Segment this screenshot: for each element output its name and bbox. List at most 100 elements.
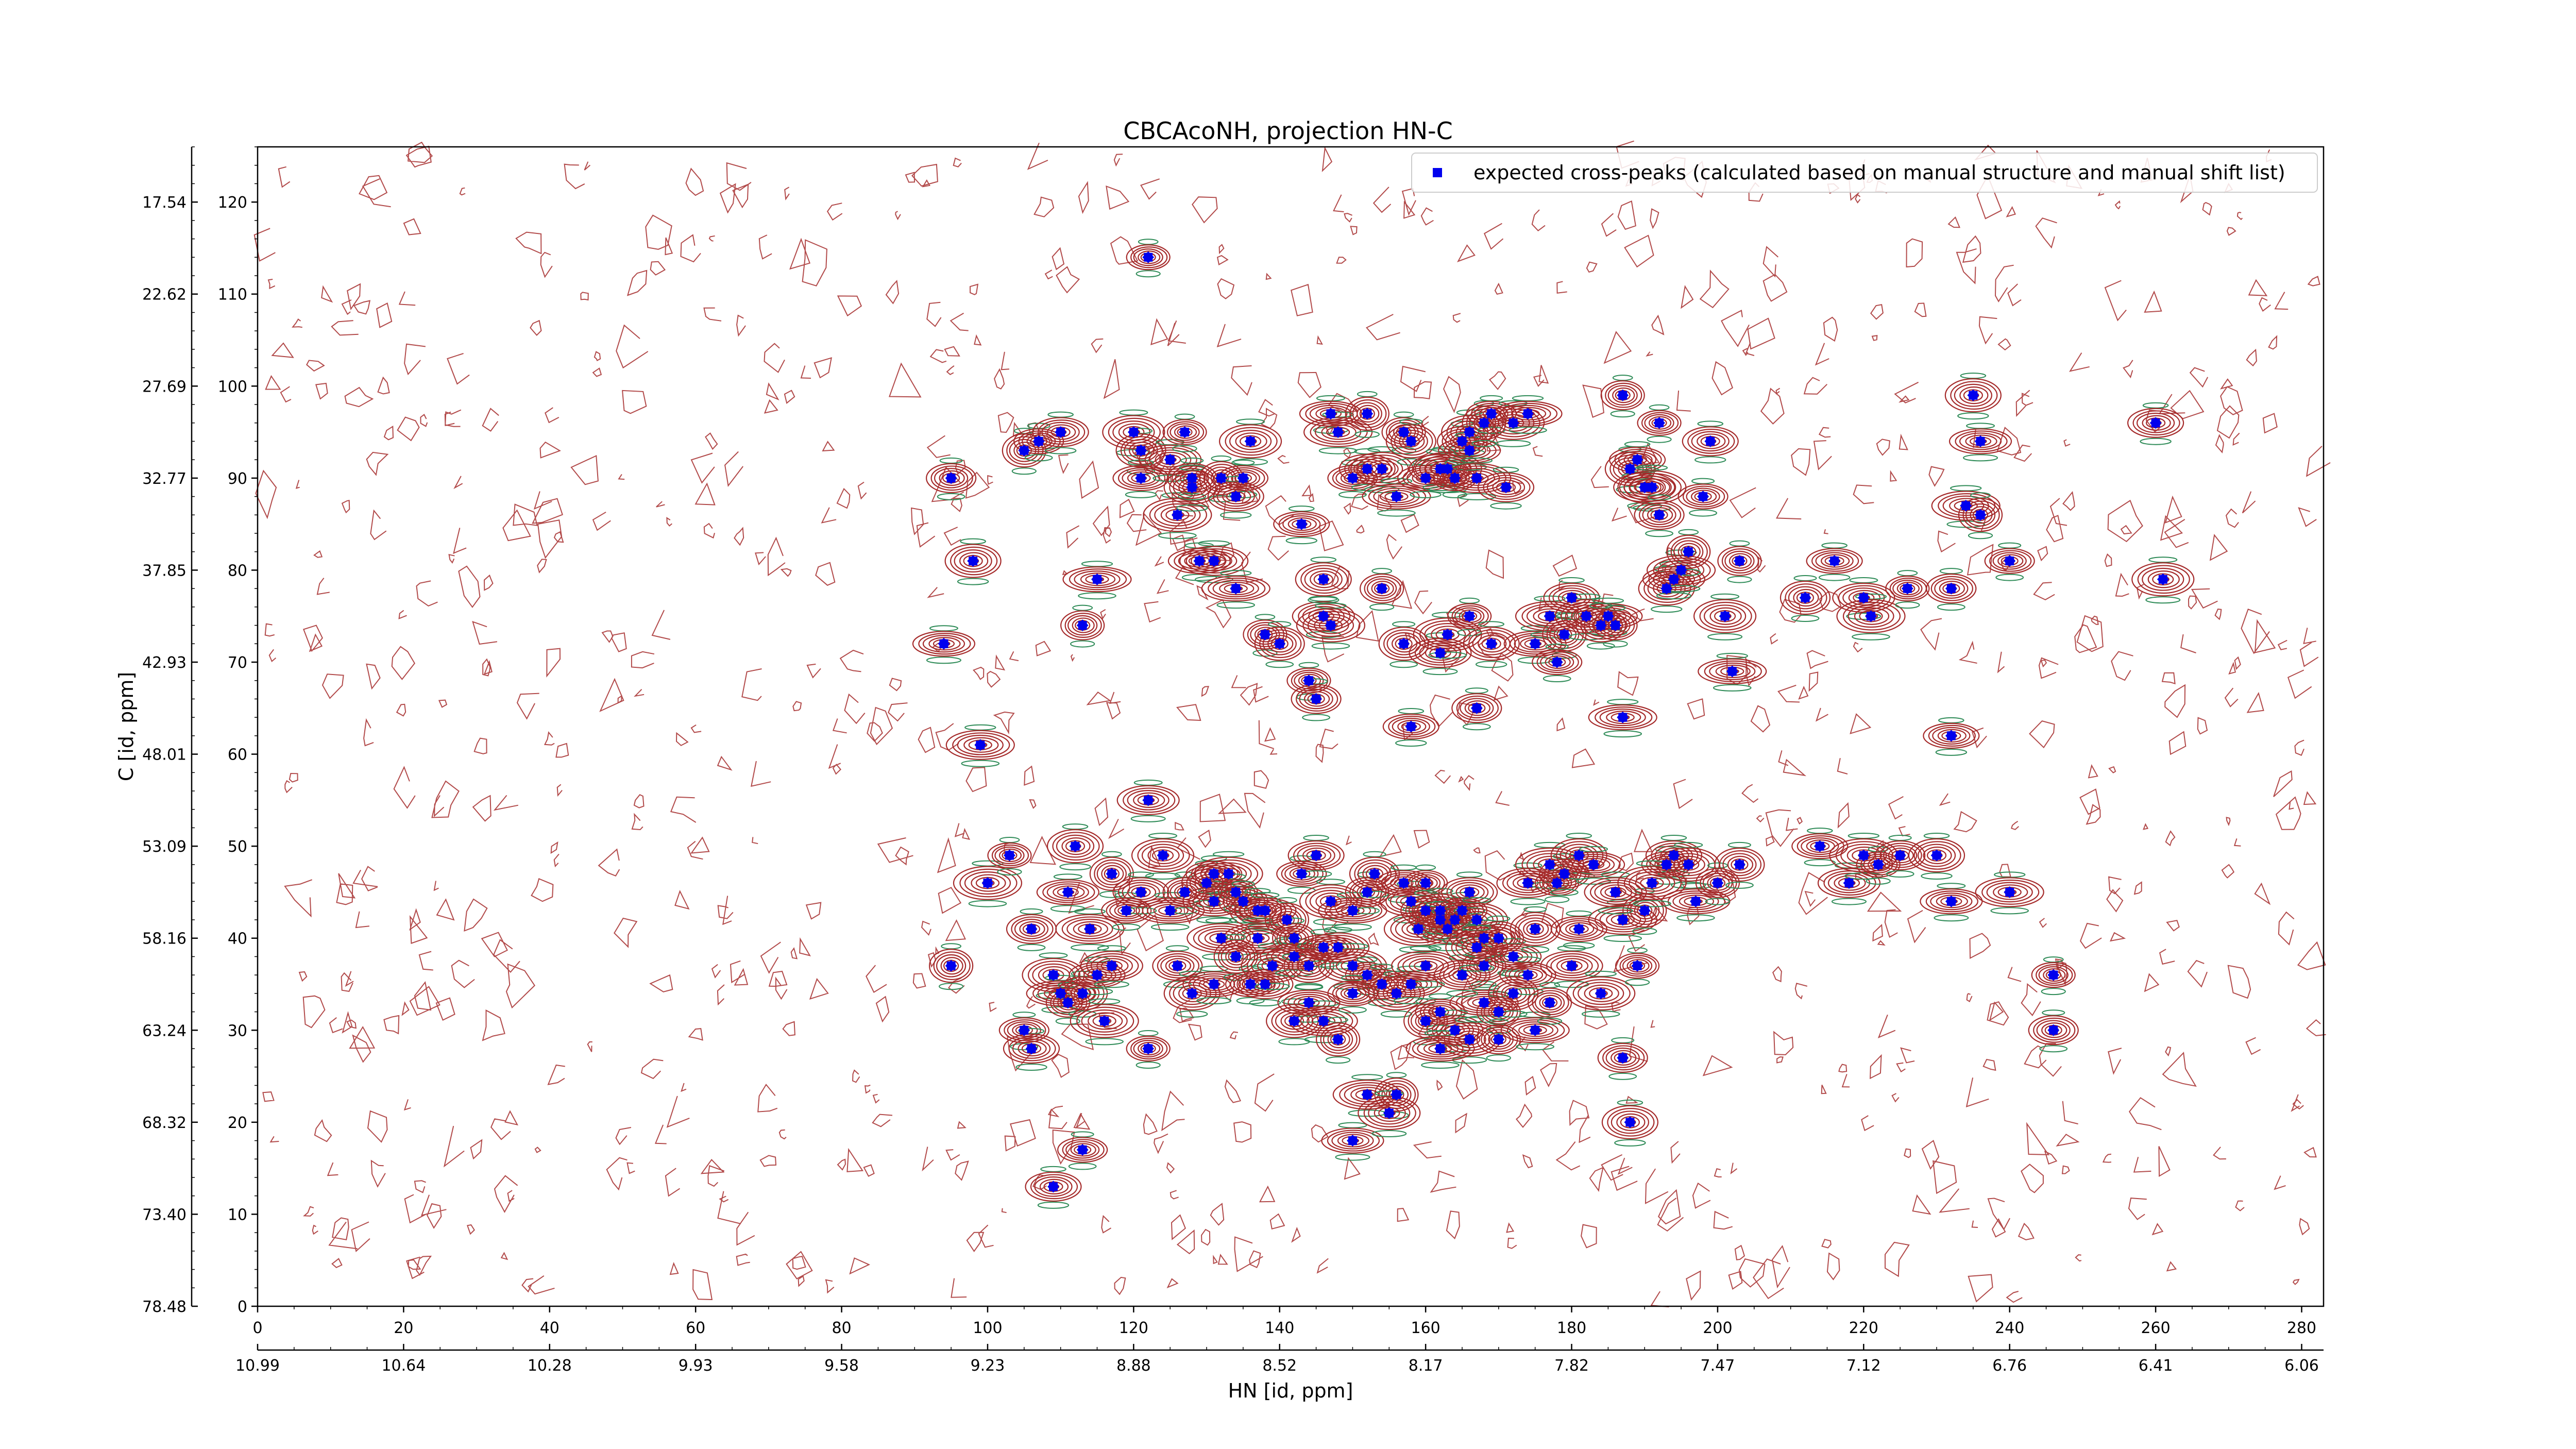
peak-point: [1346, 1135, 1359, 1147]
y-tick-label: 100: [218, 378, 247, 396]
peak-point: [1106, 959, 1118, 972]
negative-contour: [1963, 454, 1998, 462]
peak-point: [1361, 886, 1374, 898]
peak-point: [1894, 849, 1906, 862]
x-ppm-tick-label: 9.23: [971, 1357, 1005, 1375]
peak-point: [1142, 794, 1155, 806]
negative-contour: [1136, 1062, 1161, 1069]
x-tick-label: 220: [1849, 1319, 1878, 1337]
x-tick-label: 260: [2141, 1319, 2170, 1337]
peak-point: [1602, 610, 1614, 622]
peak-point: [1449, 472, 1461, 484]
peak-point: [1171, 509, 1183, 521]
negative-contour: [1338, 491, 1367, 498]
peak-point: [1361, 463, 1374, 475]
negative-contour: [1895, 601, 1920, 609]
peak-contour: [1362, 483, 1431, 510]
negative-contour: [1608, 1072, 1637, 1080]
peak-point: [1419, 472, 1432, 484]
negative-contour: [1265, 661, 1294, 668]
negative-contour: [1326, 1056, 1351, 1064]
peak-point: [1405, 720, 1417, 733]
plot-frame: [257, 146, 2325, 1307]
negative-contour: [1442, 491, 1467, 498]
x-tick-label: 80: [832, 1319, 851, 1337]
peak-point: [1449, 914, 1461, 926]
peak-point: [1478, 959, 1490, 972]
negative-contour: [1509, 426, 1547, 434]
negative-contour: [1550, 888, 1579, 896]
peak-point: [1091, 969, 1103, 981]
peak-point: [1419, 959, 1432, 972]
peak-point: [1558, 628, 1570, 641]
peak-point: [1595, 987, 1607, 1000]
peak-markers: [938, 251, 2169, 1193]
peak-point: [1302, 675, 1315, 687]
negative-contour: [1130, 815, 1166, 822]
negative-contour: [1176, 504, 1208, 512]
peak-point: [1398, 877, 1410, 889]
x-ppm-tick-label: 6.41: [2139, 1357, 2173, 1375]
negative-contour: [1178, 493, 1207, 500]
peak-point: [967, 555, 979, 567]
peak-contour: [1358, 1096, 1421, 1131]
peak-point: [1003, 849, 1015, 862]
negative-contour: [1676, 914, 1715, 922]
peak-point: [1974, 509, 1987, 521]
negative-contour: [1453, 907, 1485, 915]
peak-point: [1544, 858, 1556, 871]
negative-contour: [1844, 872, 1883, 880]
y-tick-label: 50: [228, 838, 247, 856]
negative-contour: [1586, 642, 1615, 650]
peak-point: [1412, 923, 1425, 935]
x-axis-ppm: 10.99 10.64 10.28 9.93 9.58 9.23 8.88 8.52 8.17 7…: [235, 1344, 2324, 1375]
peak-point: [1237, 472, 1249, 484]
y-tick-label: 80: [228, 562, 247, 580]
negative-contour: [1163, 981, 1192, 988]
peak-point: [1609, 886, 1622, 898]
negative-contour: [1176, 1010, 1208, 1018]
peak-point: [1098, 1015, 1111, 1027]
negative-contour: [1516, 1043, 1554, 1051]
peak-point: [1405, 978, 1417, 990]
negative-contour: [1070, 640, 1095, 648]
negative-contour: [1252, 649, 1278, 657]
peak-contour: [1948, 428, 2012, 454]
peak-contour: [1273, 511, 1330, 537]
x-ppm-tick-label: 8.52: [1262, 1357, 1297, 1375]
y-tick-label: 0: [238, 1298, 247, 1316]
peak-point: [1164, 453, 1176, 466]
peak-point: [1018, 1024, 1030, 1036]
peak-point: [1967, 389, 1979, 401]
peak-point: [1302, 959, 1315, 972]
x-ppm-tick-label: 8.88: [1116, 1357, 1151, 1375]
negative-contour: [1094, 981, 1129, 988]
negative-contour: [1886, 870, 1914, 878]
negative-contour: [961, 760, 1000, 767]
negative-contour: [1377, 509, 1416, 517]
peak-point: [1529, 637, 1541, 650]
negative-contour: [1804, 859, 1836, 867]
peak-point: [1376, 978, 1388, 990]
negative-contour: [1371, 1130, 1407, 1137]
x-ppm-tick-label: 7.12: [1846, 1357, 1881, 1375]
peak-point: [1032, 435, 1045, 447]
peak-point: [1251, 932, 1264, 945]
negative-contour: [1145, 872, 1181, 880]
noise-contours: [253, 140, 2331, 1308]
negative-contour: [1791, 615, 1820, 622]
peak-point: [1127, 426, 1140, 439]
peak-point: [1617, 711, 1629, 723]
peak-point: [1230, 886, 1242, 898]
peak-point: [1361, 1088, 1374, 1101]
peak-point: [1325, 408, 1337, 420]
negative-contour: [2039, 1045, 2068, 1053]
peak-point: [1580, 610, 1592, 622]
x-tick-label: 100: [973, 1319, 1002, 1337]
peak-point: [1653, 509, 1666, 521]
peak-contour: [1984, 548, 2035, 574]
negative-contour: [1192, 900, 1221, 907]
peak-point: [1025, 1042, 1038, 1055]
negative-contour: [1220, 511, 1252, 519]
peak-point: [1083, 923, 1096, 935]
